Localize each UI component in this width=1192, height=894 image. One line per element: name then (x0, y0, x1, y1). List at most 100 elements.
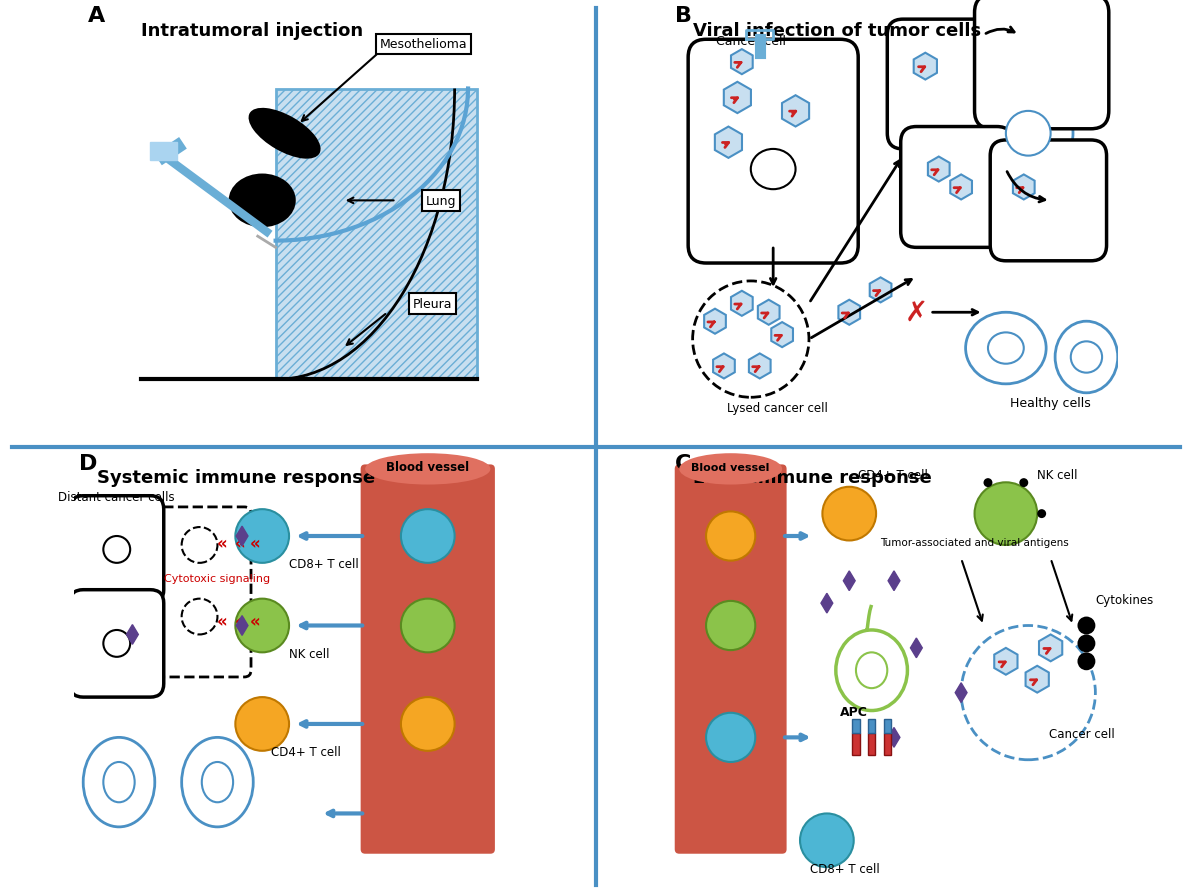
Text: ✗: ✗ (905, 299, 929, 327)
Ellipse shape (235, 599, 288, 653)
Ellipse shape (836, 630, 907, 711)
Ellipse shape (249, 109, 321, 159)
Text: «: « (235, 534, 246, 552)
Text: «: « (217, 612, 228, 630)
FancyBboxPatch shape (975, 0, 1109, 130)
Polygon shape (704, 309, 726, 334)
Polygon shape (236, 527, 248, 546)
Text: Local immune response: Local immune response (693, 468, 931, 486)
Polygon shape (914, 54, 937, 80)
Text: Cytotoxic signaling: Cytotoxic signaling (164, 573, 271, 583)
Text: «: « (235, 612, 246, 630)
FancyBboxPatch shape (901, 127, 1012, 248)
Bar (883, 733, 890, 755)
Text: CD4+ T cell: CD4+ T cell (271, 746, 341, 758)
Ellipse shape (365, 453, 490, 485)
Polygon shape (731, 291, 752, 316)
FancyBboxPatch shape (688, 40, 858, 264)
Ellipse shape (181, 738, 253, 827)
Polygon shape (150, 143, 178, 161)
Polygon shape (927, 157, 950, 182)
Ellipse shape (992, 500, 1020, 528)
Polygon shape (758, 300, 780, 325)
Circle shape (181, 599, 217, 635)
Ellipse shape (401, 697, 454, 751)
Polygon shape (713, 354, 734, 379)
Polygon shape (888, 728, 900, 747)
Circle shape (961, 626, 1095, 760)
Bar (275, 89, 477, 380)
Circle shape (1037, 510, 1047, 519)
Text: Cancer cell: Cancer cell (1049, 728, 1115, 740)
Bar (883, 720, 890, 733)
Text: NK cell: NK cell (1037, 468, 1078, 481)
FancyBboxPatch shape (148, 508, 252, 678)
Text: «: « (217, 534, 228, 552)
Ellipse shape (720, 726, 741, 749)
Text: APC: APC (840, 705, 868, 718)
Ellipse shape (401, 510, 454, 563)
Ellipse shape (401, 599, 454, 653)
Ellipse shape (975, 483, 1037, 545)
Ellipse shape (250, 524, 274, 549)
Text: CD8+ T cell: CD8+ T cell (809, 862, 880, 874)
Ellipse shape (706, 601, 756, 651)
FancyBboxPatch shape (887, 20, 999, 149)
Polygon shape (1025, 666, 1049, 693)
Text: CD8+ T cell: CD8+ T cell (288, 558, 359, 570)
Ellipse shape (104, 630, 130, 657)
Polygon shape (731, 50, 752, 75)
Polygon shape (771, 323, 793, 348)
Bar (852, 733, 859, 755)
Polygon shape (838, 300, 861, 325)
Circle shape (983, 478, 993, 487)
Text: Systemic immune response: Systemic immune response (97, 468, 374, 486)
Polygon shape (749, 354, 770, 379)
Polygon shape (888, 571, 900, 591)
Ellipse shape (83, 738, 155, 827)
Ellipse shape (229, 174, 296, 228)
Polygon shape (911, 638, 923, 658)
Bar (275, 89, 477, 380)
Ellipse shape (856, 653, 887, 688)
Text: B: B (675, 6, 691, 26)
Text: Mesothelioma: Mesothelioma (379, 38, 467, 51)
FancyBboxPatch shape (675, 465, 787, 854)
Polygon shape (236, 616, 248, 636)
Polygon shape (870, 278, 892, 303)
Text: Viral infection of tumor cells: Viral infection of tumor cells (693, 21, 981, 39)
Ellipse shape (720, 525, 741, 547)
Text: Blood vessel: Blood vessel (386, 460, 470, 474)
Ellipse shape (983, 89, 1073, 179)
Circle shape (181, 527, 217, 563)
Ellipse shape (201, 762, 234, 803)
Ellipse shape (837, 502, 862, 527)
Text: CD4+ T cell: CD4+ T cell (858, 468, 929, 481)
Polygon shape (782, 97, 809, 127)
Ellipse shape (416, 613, 440, 638)
Ellipse shape (988, 333, 1024, 365)
Circle shape (1078, 617, 1095, 635)
Circle shape (1078, 635, 1095, 653)
FancyBboxPatch shape (991, 140, 1106, 261)
Text: Intratumoral injection: Intratumoral injection (142, 21, 364, 39)
Polygon shape (724, 82, 751, 114)
Polygon shape (955, 683, 967, 703)
Polygon shape (821, 594, 833, 613)
Ellipse shape (104, 762, 135, 803)
Polygon shape (844, 571, 855, 591)
Text: Healthy cells: Healthy cells (1011, 397, 1091, 409)
Ellipse shape (706, 713, 756, 762)
Ellipse shape (706, 511, 756, 561)
Ellipse shape (1026, 46, 1057, 79)
Text: Cytokines: Cytokines (1095, 594, 1154, 606)
Text: «: « (250, 534, 261, 552)
Polygon shape (1039, 635, 1062, 662)
Text: Tumor-associated and viral antigens: Tumor-associated and viral antigens (880, 537, 1069, 547)
Text: Distant cancer cells: Distant cancer cells (58, 491, 175, 503)
Polygon shape (950, 175, 971, 200)
Ellipse shape (935, 201, 961, 228)
Ellipse shape (104, 536, 130, 563)
Ellipse shape (250, 613, 274, 638)
FancyBboxPatch shape (70, 496, 163, 603)
